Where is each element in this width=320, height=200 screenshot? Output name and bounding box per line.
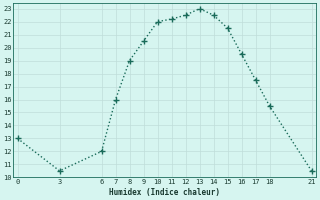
X-axis label: Humidex (Indice chaleur): Humidex (Indice chaleur) [109, 188, 220, 197]
